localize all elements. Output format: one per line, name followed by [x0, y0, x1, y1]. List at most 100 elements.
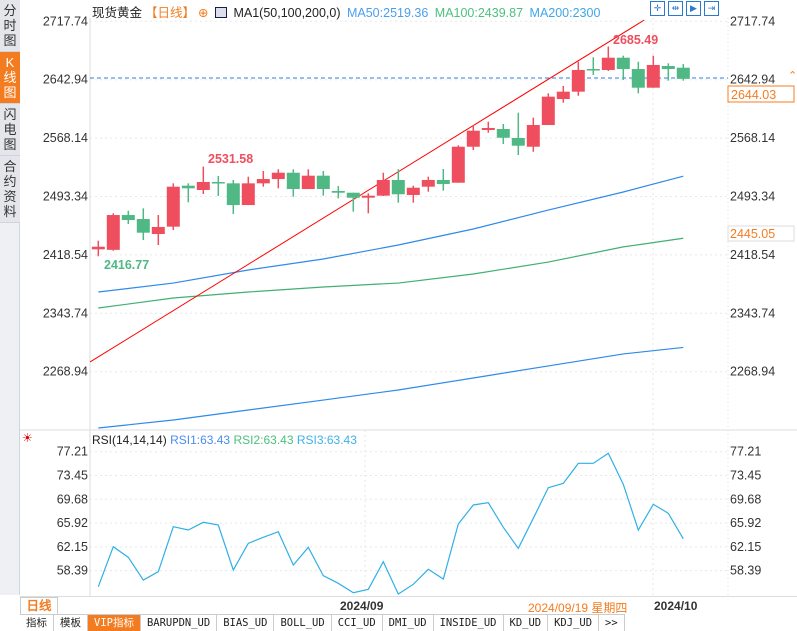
rsi-tick-right: 62.15 [730, 540, 761, 554]
sidebar-tab-flash[interactable]: 闪电图 [0, 104, 20, 156]
candle-body [601, 57, 615, 70]
candle-body [136, 219, 150, 233]
candle-body [241, 183, 255, 206]
candle-body [376, 179, 390, 196]
chart-canvas[interactable]: 2717.74 2717.74 2642.94 2642.94 2568.14 2568.… [0, 0, 797, 596]
candle-body [226, 183, 240, 206]
play-icon[interactable]: ▶ [686, 1, 701, 16]
candle-body [151, 226, 165, 235]
go-end-icon[interactable]: ⇥ [704, 1, 719, 16]
candle-body [421, 179, 435, 187]
chart-toolbar: ✛ ⇹ ▶ ⇥ [650, 1, 719, 16]
axis-marker-label: 2445.05 [730, 227, 775, 241]
period-label: 【日线】 [145, 6, 196, 20]
rsi-tick-left: 62.15 [57, 540, 88, 554]
indicator-name[interactable]: MA1(50,100,200,0) [233, 6, 341, 20]
candle-body [661, 65, 675, 70]
timeframe-button[interactable]: 日线 ▲ [20, 597, 58, 629]
sidebar-tab-intraday[interactable]: 分时图 [0, 0, 20, 52]
candle-body [406, 187, 420, 195]
rsi1-line [97, 452, 684, 595]
tab-indicators[interactable]: 指标 [20, 615, 54, 631]
rsi-tick-right: 58.39 [730, 564, 761, 578]
rsi-header: RSI(14,14,14) RSI1:63.43 RSI2:63.43 RSI3… [92, 433, 357, 447]
tab-kdj[interactable]: KDJ_UD [548, 615, 600, 631]
candle-body [166, 186, 180, 227]
ma200-line [98, 346, 684, 429]
axis-marker-box [727, 225, 795, 242]
candle-body [331, 190, 345, 193]
tab-boll[interactable]: BOLL_UD [274, 615, 332, 631]
tab-templates[interactable]: 模板 [54, 615, 88, 631]
rsi-tick-left: 58.39 [57, 564, 88, 578]
tab-more[interactable]: >> [599, 615, 625, 631]
candle-body [196, 182, 210, 190]
indicator-icon[interactable] [215, 7, 227, 18]
candle-body [286, 172, 300, 190]
trendline [89, 19, 645, 363]
ma100-line [98, 237, 684, 309]
crosshair-icon[interactable]: ✛ [650, 1, 665, 16]
price-tick-right: 2418.54 [730, 248, 775, 262]
scroll-up-icon: ⌃ [788, 70, 797, 82]
ma100-value: MA100:2439.87 [434, 6, 524, 20]
candle-body [271, 172, 285, 180]
price-tick-left: 2343.74 [43, 306, 88, 320]
add-icon[interactable]: ⊕ [198, 6, 209, 20]
low-label: 2416.77 [104, 258, 149, 272]
price-tick-left: 2493.34 [43, 190, 88, 204]
rsi1-value: RSI1:63.43 [170, 433, 231, 447]
rsi-tick-right: 77.21 [730, 445, 761, 459]
rsi-tick-right: 73.45 [730, 468, 761, 482]
price-tick-left: 2717.74 [43, 14, 88, 28]
settings-sun-icon[interactable]: ☀ [22, 431, 33, 445]
cursor-date: 2024/09/19 星期四 [528, 601, 628, 615]
current-price-box [727, 85, 795, 103]
sidebar-tab-kline[interactable]: K线图 [0, 52, 20, 104]
candle-body [526, 125, 540, 147]
price-tick-right: 2717.74 [730, 14, 775, 28]
rsi-tick-left: 77.21 [57, 445, 88, 459]
tab-dmi[interactable]: DMI_UD [382, 615, 434, 631]
ma50-value: MA50:2519.36 [346, 6, 429, 20]
tab-vip[interactable]: VIP指标 [88, 615, 141, 631]
candle-body [541, 96, 555, 126]
sidebar-tab-contract[interactable]: 合约资料 [0, 156, 20, 223]
high-label: 2531.58 [208, 152, 253, 166]
rsi-tick-left: 69.68 [57, 492, 88, 506]
rsi-name: RSI(14,14,14) [92, 433, 167, 447]
candle-body [451, 146, 465, 183]
candle-body [586, 69, 600, 71]
candle-body [346, 192, 360, 198]
candle-body [646, 64, 660, 88]
price-tick-left: 2268.94 [43, 365, 88, 379]
rsi-tick-right: 69.68 [730, 492, 761, 506]
candle-body [316, 175, 330, 190]
price-tick-right: 2343.74 [730, 306, 775, 320]
symbol-name: 现货黄金 [92, 6, 143, 20]
tab-barupdn[interactable]: BARUPDN_UD [140, 615, 218, 631]
candle-body [181, 185, 195, 189]
tab-inside[interactable]: INSIDE_UD [433, 615, 504, 631]
candle-body [496, 128, 510, 138]
x-label-oct: 2024/10 [654, 599, 698, 613]
price-tick-right: 2268.94 [730, 365, 775, 379]
candle-body [106, 215, 120, 250]
price-tick-right: 2568.14 [730, 131, 775, 145]
chart-header: 现货黄金 【日线】 ⊕ MA1(50,100,200,0) MA50:2519.36… [92, 2, 603, 21]
price-tick-left: 2642.94 [43, 73, 88, 87]
candle-body [616, 57, 630, 70]
candle-body [481, 127, 495, 131]
rsi-tick-left: 73.45 [57, 468, 88, 482]
candle-body [361, 195, 375, 198]
tab-cci[interactable]: CCI_UD [331, 615, 383, 631]
x-axis-bar: 日线 ▲ 2024/09 2024/09/19 星期四 2024/10 [20, 596, 797, 629]
price-tick-left: 2418.54 [43, 248, 88, 262]
zoom-range-icon[interactable]: ⇹ [668, 1, 683, 16]
rsi-tick-right: 65.92 [730, 516, 761, 530]
tab-bias[interactable]: BIAS_UD [217, 615, 275, 631]
candle-body [511, 137, 525, 146]
tab-kd[interactable]: KD_UD [503, 615, 549, 631]
price-tick-right: 2642.94 [730, 73, 775, 87]
sidebar: 分时图 K线图 闪电图 合约资料 [0, 0, 20, 595]
